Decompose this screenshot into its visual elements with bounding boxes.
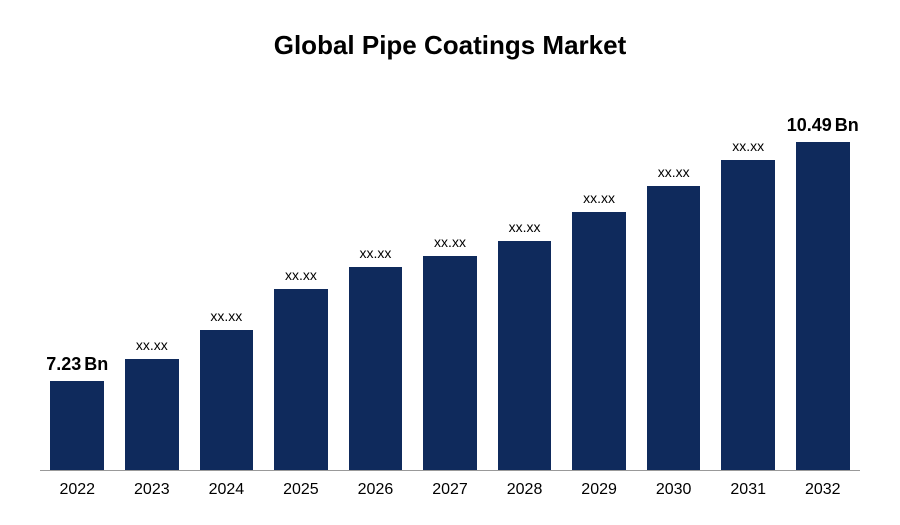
bar-value-text: xx.xx <box>136 337 168 353</box>
x-tick-label: 2027 <box>413 481 488 499</box>
bars-row: 7.23Bnxx.xxxx.xxxx.xxxx.xxxx.xxxx.xxxx.x… <box>40 101 860 471</box>
bar: xx.xx <box>572 212 626 470</box>
bar-slot: xx.xx <box>189 101 264 470</box>
bar-value-text: 10.49 <box>787 115 832 136</box>
x-tick-label: 2028 <box>487 481 562 499</box>
bar-value-label: xx.xx <box>509 219 541 235</box>
bar-slot: xx.xx <box>264 101 339 470</box>
bar-value-unit: Bn <box>84 354 108 375</box>
bar: xx.xx <box>200 330 254 470</box>
x-tick-label: 2032 <box>785 481 860 499</box>
bar: xx.xx <box>125 359 179 470</box>
bar-value-label: 10.49Bn <box>787 115 859 136</box>
bar: 7.23Bn <box>50 381 104 470</box>
x-tick-label: 2031 <box>711 481 786 499</box>
bar-slot: xx.xx <box>338 101 413 470</box>
bar-value-text: xx.xx <box>509 219 541 235</box>
bar-slot: xx.xx <box>562 101 637 470</box>
bar-value-text: xx.xx <box>658 164 690 180</box>
x-axis: 2022202320242025202620272028202920302031… <box>40 481 860 499</box>
bar-value-text: 7.23 <box>46 354 81 375</box>
bar-value-text: xx.xx <box>285 267 317 283</box>
bar-value-text: xx.xx <box>434 234 466 250</box>
bar-value-label: xx.xx <box>360 245 392 261</box>
bar-slot: xx.xx <box>711 101 786 470</box>
x-tick-label: 2025 <box>264 481 339 499</box>
bar-value-text: xx.xx <box>583 190 615 206</box>
bar-value-text: xx.xx <box>732 138 764 154</box>
bar: 10.49Bn <box>796 142 850 470</box>
bar-value-label: xx.xx <box>583 190 615 206</box>
bar: xx.xx <box>274 289 328 470</box>
bar: xx.xx <box>349 267 403 470</box>
bar-value-unit: Bn <box>835 115 859 136</box>
bar-value-label: 7.23Bn <box>46 354 108 375</box>
bar-value-label: xx.xx <box>732 138 764 154</box>
bar: xx.xx <box>423 256 477 470</box>
x-tick-label: 2030 <box>636 481 711 499</box>
chart-container: Global Pipe Coatings Market 7.23Bnxx.xxx… <box>0 0 900 525</box>
bar-value-label: xx.xx <box>434 234 466 250</box>
bar-slot: xx.xx <box>413 101 488 470</box>
x-tick-label: 2023 <box>115 481 190 499</box>
x-tick-label: 2029 <box>562 481 637 499</box>
bar-slot: xx.xx <box>636 101 711 470</box>
bar-value-label: xx.xx <box>285 267 317 283</box>
bar: xx.xx <box>721 160 775 470</box>
x-tick-label: 2024 <box>189 481 264 499</box>
bar-slot: xx.xx <box>487 101 562 470</box>
bar-slot: xx.xx <box>115 101 190 470</box>
bar: xx.xx <box>498 241 552 470</box>
bar-value-label: xx.xx <box>210 308 242 324</box>
x-tick-label: 2026 <box>338 481 413 499</box>
plot-area: 7.23Bnxx.xxxx.xxxx.xxxx.xxxx.xxxx.xxxx.x… <box>40 101 860 471</box>
x-tick-label: 2022 <box>40 481 115 499</box>
chart-title: Global Pipe Coatings Market <box>40 30 860 61</box>
bar: xx.xx <box>647 186 701 470</box>
bar-value-text: xx.xx <box>360 245 392 261</box>
bar-slot: 7.23Bn <box>40 101 115 470</box>
bar-value-text: xx.xx <box>210 308 242 324</box>
bar-slot: 10.49Bn <box>785 101 860 470</box>
bar-value-label: xx.xx <box>658 164 690 180</box>
bar-value-label: xx.xx <box>136 337 168 353</box>
